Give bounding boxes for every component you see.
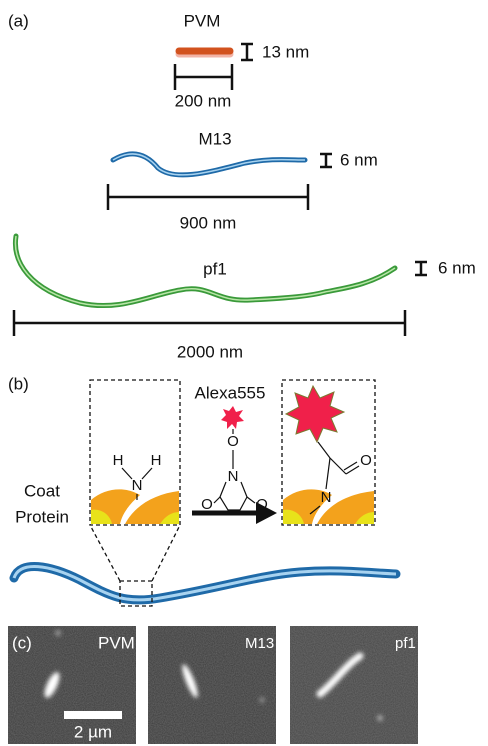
zoom-line (152, 525, 180, 581)
width-label: 6 nm (438, 258, 476, 277)
zoom-line (90, 525, 120, 581)
coat-protein-label: Protein (15, 507, 69, 526)
shape-part (330, 458, 346, 474)
coat-protein-shapes (91, 489, 374, 524)
width-bar (241, 44, 253, 60)
length-bar (14, 310, 405, 336)
panel-label: (c) (12, 633, 32, 652)
length-label: 200 nm (175, 91, 232, 110)
scale-bar (64, 711, 122, 719)
width-label: 13 nm (262, 42, 309, 61)
dye-star (221, 406, 244, 429)
length-bar (175, 64, 232, 90)
scale-bar-label: 2 µm (74, 722, 112, 741)
atom: O (227, 433, 239, 450)
shape-part (142, 468, 152, 479)
dye-name: Alexa555 (195, 383, 266, 402)
shape-part (259, 697, 265, 703)
atom: N (132, 477, 143, 494)
filament-name: M13 (198, 129, 231, 148)
shape-part (122, 468, 132, 479)
length-bar (108, 184, 308, 210)
dye-star (286, 386, 344, 442)
shape-part (220, 482, 247, 510)
atom: N (321, 489, 332, 506)
atom: H (113, 452, 124, 469)
filament-name: PVM (184, 11, 221, 30)
image-label: M13 (245, 635, 274, 652)
shape-part (55, 630, 61, 636)
atom: O (360, 452, 372, 469)
shape-part (247, 497, 255, 503)
filament-name: pf1 (203, 259, 227, 278)
width-bar (415, 262, 427, 275)
length-label: 2000 nm (177, 342, 243, 361)
shape-part (214, 497, 220, 503)
panel-label: (a) (8, 11, 29, 30)
width-bar (320, 154, 332, 167)
width-label: 6 nm (340, 150, 378, 169)
atom: N (228, 468, 239, 485)
figure: (a) PVM 13 nm 200 nm M13 6 nm 900 nm pf1… (0, 0, 488, 746)
atom: O (201, 496, 213, 513)
length-label: 900 nm (180, 213, 237, 232)
shape-part (377, 715, 383, 721)
image-label: pf1 (395, 635, 416, 652)
atom: H (151, 452, 162, 469)
shape-part (326, 458, 330, 489)
coat-protein-label: Coat (24, 481, 60, 500)
panel-label: (b) (8, 374, 29, 393)
image-label: PVM (98, 633, 135, 652)
shape-part (318, 442, 330, 458)
